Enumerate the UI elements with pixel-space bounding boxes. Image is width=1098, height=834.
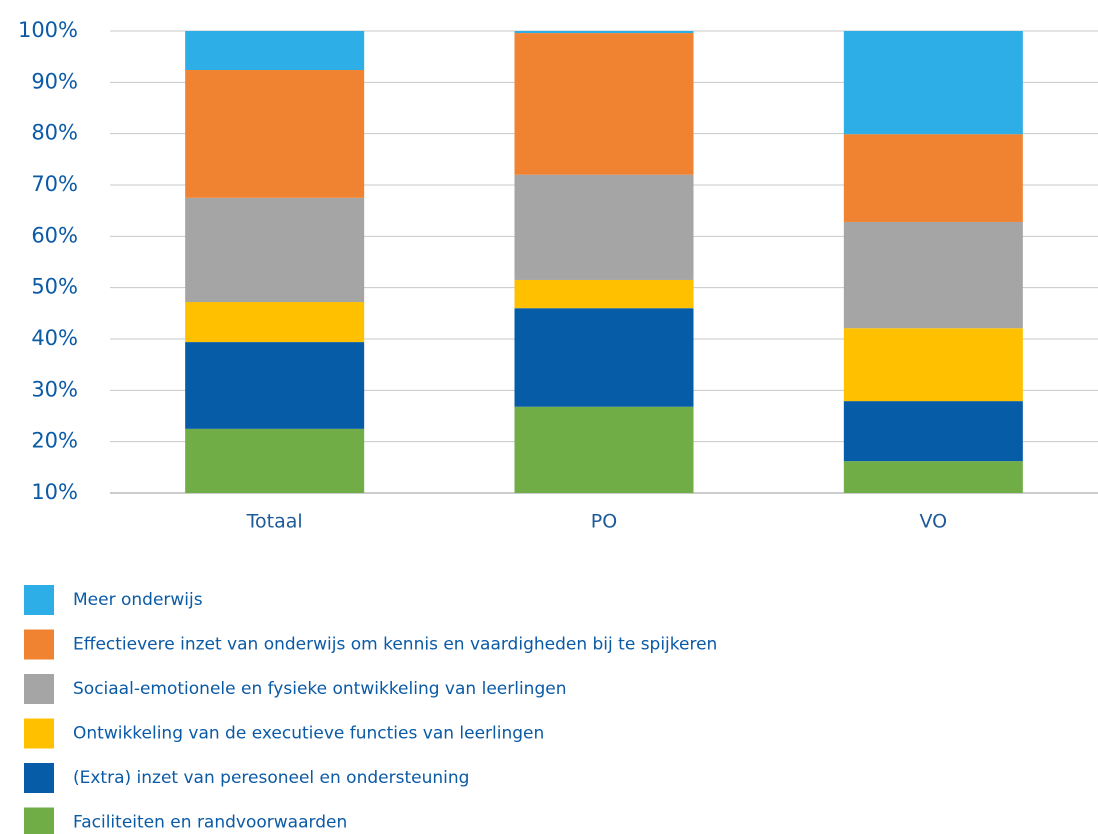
legend-swatch [24,585,54,615]
legend-label: Effectievere inzet van onderwijs om kenn… [73,635,717,655]
bar-segment [843,328,1023,402]
bar-segment [185,428,365,493]
bar-segment [843,134,1023,222]
bar-segment [514,31,694,34]
y-tick-label: 100% [18,18,78,42]
bar-segment [843,401,1023,462]
bar-segment [514,33,694,175]
y-tick-label: 50% [31,275,78,299]
bar-segment [843,31,1023,135]
y-tick-label: 90% [31,69,78,93]
bar-segment [514,308,694,407]
bar-segment [185,197,365,303]
legend-swatch [24,807,54,834]
bar-segment [185,302,365,343]
y-tick-label: 40% [31,326,78,350]
y-tick-label: 10% [31,480,78,504]
bar-segment [185,31,365,71]
bar-segment [514,406,694,493]
bar-segment [843,221,1023,329]
x-tick-label: VO [920,511,948,533]
legend-label: Faciliteiten en randvoorwaarden [73,813,347,833]
legend-swatch [24,763,54,793]
bar-segment [185,342,365,429]
bar-segment [843,461,1023,493]
y-tick-label: 80% [31,121,78,145]
y-tick-label: 70% [31,172,78,196]
bar-segment [514,279,694,309]
x-tick-label: Totaal [246,511,303,533]
legend-label: Ontwikkeling van de executieve functies … [73,724,544,744]
x-tick-label: PO [591,511,617,533]
y-tick-label: 60% [31,223,78,247]
y-tick-label: 30% [31,377,78,401]
legend-label: Meer onderwijs [73,590,203,610]
legend-label: (Extra) inzet van peresoneel en onderste… [73,768,469,788]
legend-swatch [24,629,54,660]
legend-swatch [24,674,54,704]
legend-label: Sociaal-emotionele en fysieke ontwikkeli… [73,679,566,699]
legend-swatch [24,718,54,749]
bar-segment [514,174,694,280]
y-tick-label: 20% [31,429,78,453]
bar-segment [185,70,365,198]
